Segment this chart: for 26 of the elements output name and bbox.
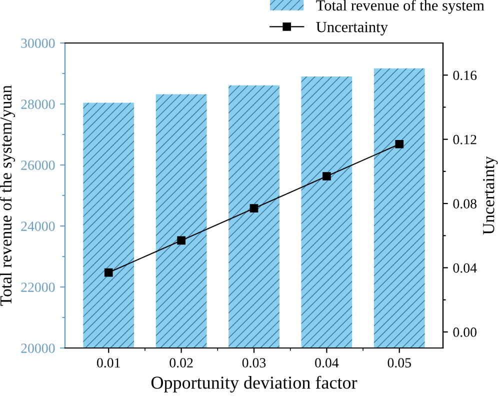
y2-tick-label: 0.12 [453, 134, 476, 144]
y2-axis-title: Uncertainty [483, 156, 498, 234]
y2-tick-label: 0.16 [453, 70, 477, 80]
y2-tick-label: 0.04 [453, 263, 477, 273]
point [104, 268, 113, 277]
x-tick-label: 0.01 [96, 358, 120, 368]
y-tick-label: 26000 [21, 160, 55, 170]
y2-tick-label: 0.08 [453, 199, 476, 209]
y-tick-label: 20000 [21, 344, 55, 353]
y2-tick-label: 0.00 [453, 328, 476, 337]
y-tick-label: 22000 [21, 282, 55, 292]
x-axis-title: Opportunity deviation factor [151, 376, 358, 392]
y-axis-title: Total revenue of the system/yuan [0, 85, 15, 306]
x-tick-label: 0.04 [315, 358, 339, 368]
x-tick-label: 0.02 [170, 358, 193, 368]
point [395, 140, 404, 148]
y-tick-label: 24000 [21, 222, 55, 231]
y-tick-label: 28000 [21, 100, 55, 109]
x-tick-label: 0.03 [242, 358, 266, 368]
x-tick-label: 0.05 [388, 358, 411, 368]
point [250, 204, 258, 213]
legend-label: Total revenue of the system [316, 0, 484, 14]
legend-label: Uncertainty [316, 22, 388, 36]
point [177, 236, 186, 245]
point [322, 172, 331, 180]
y-tick-label: 30000 [21, 38, 55, 48]
